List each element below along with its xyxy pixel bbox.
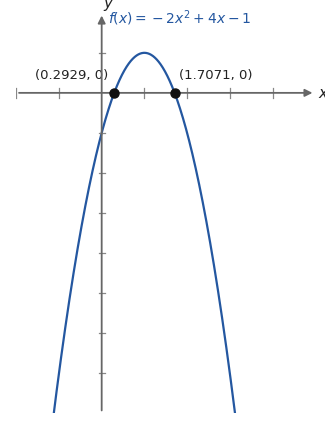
Text: y: y <box>104 0 113 11</box>
Text: $f(x) = -2x^2 + 4x - 1$: $f(x) = -2x^2 + 4x - 1$ <box>108 9 251 28</box>
Text: (1.7071, 0): (1.7071, 0) <box>179 69 253 82</box>
Text: (0.2929, 0): (0.2929, 0) <box>35 69 109 82</box>
Text: x: x <box>319 86 325 101</box>
